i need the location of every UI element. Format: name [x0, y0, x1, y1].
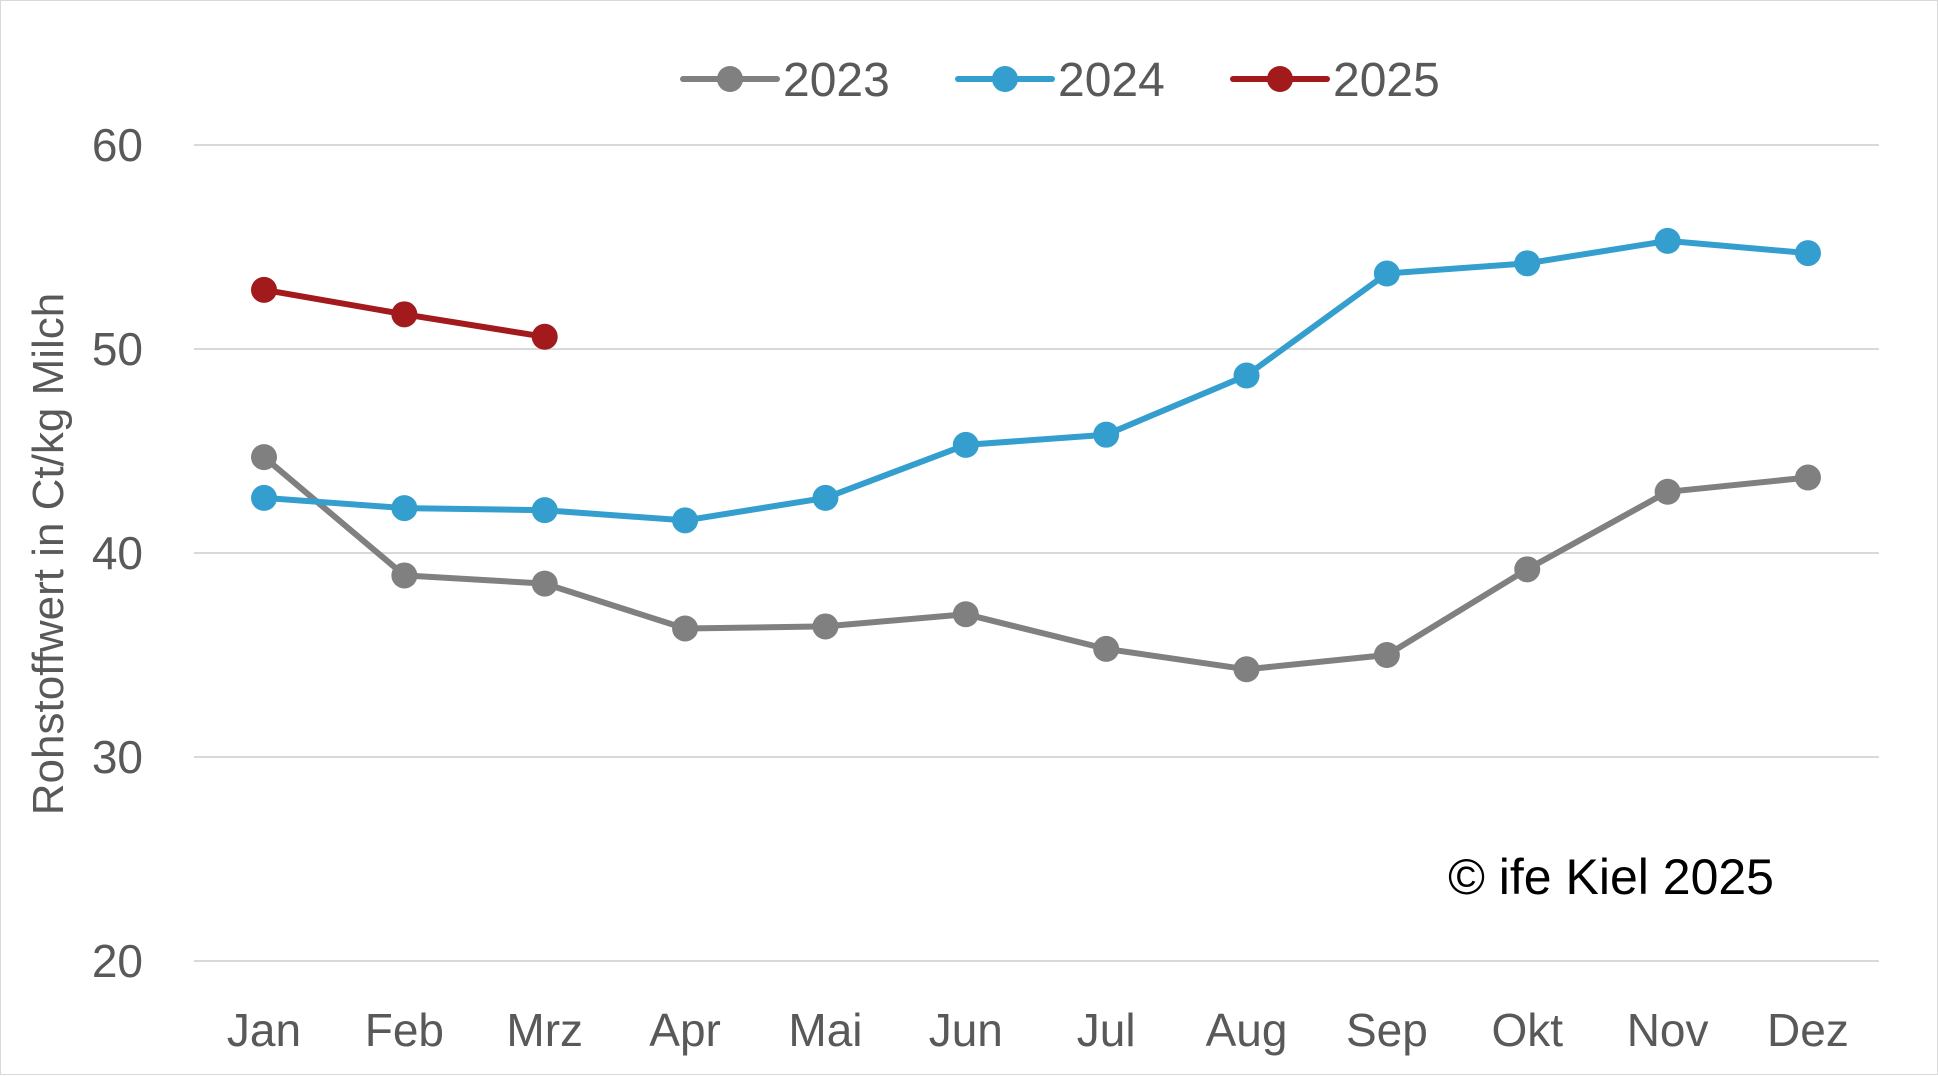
data-point-2024-mai — [812, 484, 839, 511]
data-point-2023-feb — [391, 562, 418, 589]
x-tick-label-feb: Feb — [365, 1004, 444, 1056]
data-point-2024-jun — [952, 431, 979, 458]
legend-item-2024: 2024 — [955, 54, 1165, 107]
copyright-annotation: © ife Kiel 2025 — [1448, 849, 1774, 905]
series-layer — [251, 227, 1821, 683]
x-tick-label-jun: Jun — [929, 1004, 1003, 1056]
data-point-2024-okt — [1514, 250, 1541, 277]
data-point-2023-jul — [1093, 635, 1120, 662]
data-point-2025-mrz — [531, 323, 558, 350]
y-tick-label-30: 30 — [92, 731, 143, 783]
data-point-2023-aug — [1233, 656, 1260, 683]
series-2023 — [251, 444, 1821, 683]
x-tick-label-mrz: Mrz — [506, 1004, 583, 1056]
x-tick-label-nov: Nov — [1627, 1004, 1709, 1056]
data-point-2023-jun — [952, 601, 979, 628]
data-point-2023-mai — [812, 613, 839, 640]
series-line-2024 — [261, 237, 1811, 524]
x-tick-label-sep: Sep — [1346, 1004, 1428, 1056]
data-point-2024-jan — [251, 484, 277, 511]
data-point-2023-nov — [1654, 478, 1681, 505]
series-line-2023 — [261, 454, 1811, 673]
data-point-2024-feb — [391, 495, 418, 522]
data-point-2024-dez — [1794, 240, 1821, 267]
data-point-2023-apr — [672, 615, 699, 642]
data-point-2023-sep — [1373, 642, 1400, 668]
data-point-2024-jul — [1093, 421, 1120, 448]
x-tick-label-jul: Jul — [1077, 1004, 1136, 1056]
legend-label-2023: 2023 — [783, 54, 890, 107]
legend-label-2024: 2024 — [1058, 54, 1165, 107]
legend-item-2025: 2025 — [1230, 54, 1440, 107]
legend-marker-2023 — [717, 66, 743, 92]
y-tick-label-40: 40 — [92, 527, 143, 579]
data-point-2024-nov — [1654, 227, 1681, 254]
x-tick-label-aug: Aug — [1206, 1004, 1288, 1056]
data-point-2024-aug — [1233, 362, 1260, 389]
x-axis-tick-labels: Jan Feb Mrz Apr Mai Jun Jul Aug Sep Okt Nov Dez — [227, 1004, 1849, 1056]
data-point-2023-dez — [1794, 464, 1821, 491]
grid-lines — [194, 144, 1879, 962]
legend-marker-2024 — [992, 66, 1018, 92]
y-tick-label-50: 50 — [92, 323, 143, 375]
data-point-2024-apr — [672, 507, 699, 534]
series-2025 — [251, 276, 558, 350]
legend: 2023 2024 2025 — [680, 54, 1440, 107]
legend-label-2025: 2025 — [1333, 54, 1440, 107]
y-axis-tick-labels: 20 30 40 50 60 — [92, 119, 143, 987]
x-tick-label-dez: Dez — [1767, 1004, 1849, 1056]
x-tick-label-jan: Jan — [227, 1004, 301, 1056]
y-tick-label-20: 20 — [92, 935, 143, 987]
data-point-2023-okt — [1514, 556, 1541, 583]
x-tick-label-apr: Apr — [649, 1004, 721, 1056]
y-axis-title: Rohstoffwert in Ct/kg Milch — [24, 293, 73, 815]
data-point-2025-feb — [391, 301, 418, 328]
data-point-2025-jan — [251, 276, 277, 303]
series-2024 — [251, 227, 1821, 534]
legend-marker-2025 — [1267, 66, 1293, 92]
data-point-2023-jan — [251, 444, 277, 471]
x-tick-label-okt: Okt — [1491, 1004, 1563, 1056]
legend-item-2023: 2023 — [680, 54, 890, 107]
y-tick-label-60: 60 — [92, 119, 143, 171]
x-tick-label-mai: Mai — [788, 1004, 862, 1056]
data-point-2023-mrz — [531, 570, 558, 597]
data-point-2024-mrz — [531, 497, 558, 524]
data-point-2024-sep — [1373, 260, 1400, 287]
